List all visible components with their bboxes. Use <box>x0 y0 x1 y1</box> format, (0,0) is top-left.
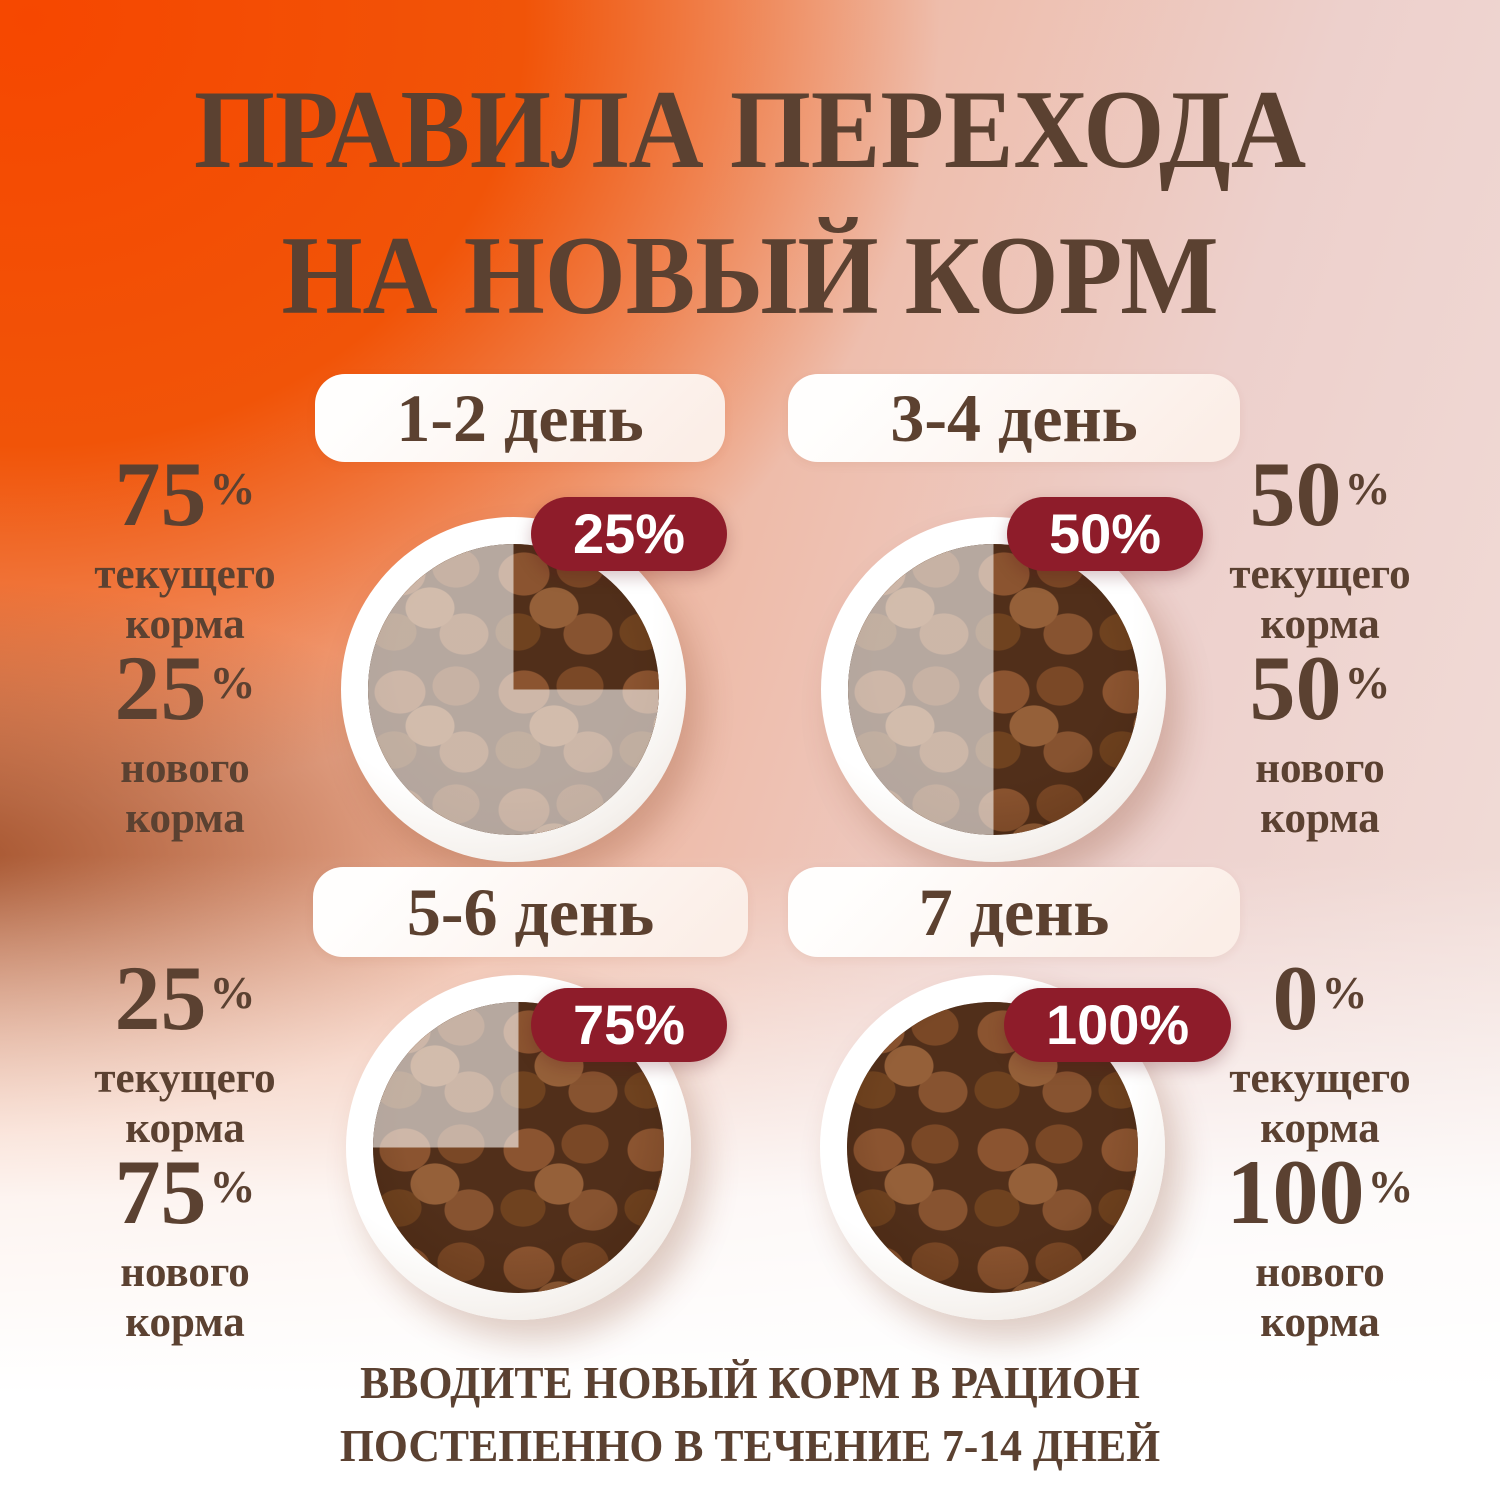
current-food-stat-3-4: 50% текущего корма <box>1180 448 1460 650</box>
new-food-badge-1-2: 25% <box>531 497 728 571</box>
page-title: ПРАВИЛА ПЕРЕХОДА НА НОВЫЙ КОРМ <box>53 58 1448 349</box>
percent-sign: % <box>1344 463 1391 515</box>
new-food-stat-3-4: 50% нового корма <box>1180 642 1460 844</box>
day-label-7: 7 день <box>788 867 1240 957</box>
day-label-1-2: 1-2 день <box>315 374 725 462</box>
current-food-stat-5-6: 25% текущего корма <box>45 952 325 1154</box>
day-label-5-6: 5-6 день <box>313 867 748 957</box>
new-food-percent: 100% <box>1180 1146 1460 1238</box>
day-label-3-4: 3-4 день <box>788 374 1240 462</box>
caption-line2: корма <box>125 1298 245 1346</box>
day-label-7-text: 7 день <box>918 873 1110 950</box>
new-food-percent: 25% <box>45 642 325 734</box>
caption-line1: нового <box>120 1249 250 1296</box>
caption-line2: корма <box>125 794 245 842</box>
day-label-5-6-text: 5-6 день <box>406 873 655 950</box>
caption-line2: корма <box>125 600 245 648</box>
caption-line2: корма <box>1260 600 1380 648</box>
caption-line1: нового <box>1255 1249 1385 1296</box>
percent-sign: % <box>1321 967 1368 1019</box>
caption-line1: текущего <box>94 551 276 598</box>
percent-value: 50 <box>1249 443 1342 545</box>
caption-line2: корма <box>1260 1298 1380 1346</box>
new-food-caption: нового корма <box>45 1248 325 1348</box>
page-title-line1: ПРАВИЛА ПЕРЕХОДА <box>193 68 1307 192</box>
percent-sign: % <box>1344 657 1391 709</box>
current-food-stat-7: 0% текущего корма <box>1180 952 1460 1154</box>
bowl-day-1-2-food <box>368 544 659 835</box>
percent-value: 25 <box>114 637 207 739</box>
percent-value: 25 <box>114 947 207 1049</box>
percent-sign: % <box>209 967 256 1019</box>
caption-line1: текущего <box>94 1055 276 1102</box>
current-food-caption: текущего корма <box>45 550 325 650</box>
current-food-caption: текущего корма <box>45 1054 325 1154</box>
new-food-stat-7: 100% нового корма <box>1180 1146 1460 1348</box>
percent-value: 0 <box>1272 947 1319 1049</box>
new-food-caption: нового корма <box>45 744 325 844</box>
percent-value: 75 <box>114 1141 207 1243</box>
caption-line1: текущего <box>1229 1055 1411 1102</box>
bowl-day-3-4-food <box>848 544 1139 835</box>
caption-line1: нового <box>1255 745 1385 792</box>
bowl-day-1-2 <box>341 517 686 862</box>
new-food-badge-3-4: 50% <box>1007 497 1204 571</box>
percent-value: 100 <box>1226 1141 1365 1243</box>
new-food-stat-5-6: 75% нового корма <box>45 1146 325 1348</box>
bowl-day-3-4 <box>821 517 1166 862</box>
new-food-caption: нового корма <box>1180 744 1460 844</box>
caption-line1: нового <box>120 745 250 792</box>
current-food-caption: текущего корма <box>1180 1054 1460 1154</box>
new-food-percent: 75% <box>45 1146 325 1238</box>
current-food-stat-1-2: 75% текущего корма <box>45 448 325 650</box>
percent-sign: % <box>209 463 256 515</box>
percent-value: 75 <box>114 443 207 545</box>
current-food-percent: 50% <box>1180 448 1460 540</box>
percent-sign: % <box>209 1161 256 1213</box>
caption-line2: корма <box>1260 1104 1380 1152</box>
new-food-stat-1-2: 25% нового корма <box>45 642 325 844</box>
current-food-percent: 75% <box>45 448 325 540</box>
footer-note-line2: ПОСТЕПЕННО В ТЕЧЕНИЕ 7-14 ДНЕЙ <box>339 1419 1161 1471</box>
new-food-percent: 50% <box>1180 642 1460 734</box>
current-food-caption: текущего корма <box>1180 550 1460 650</box>
caption-line2: корма <box>125 1104 245 1152</box>
current-food-fade-overlay <box>848 544 1139 835</box>
caption-line2: корма <box>1260 794 1380 842</box>
current-food-percent: 25% <box>45 952 325 1044</box>
new-food-badge-5-6: 75% <box>531 988 728 1062</box>
new-food-badge-7: 100% <box>1004 988 1232 1062</box>
percent-sign: % <box>209 657 256 709</box>
caption-line1: текущего <box>1229 551 1411 598</box>
page-title-line2: НА НОВЫЙ КОРМ <box>281 213 1219 338</box>
percent-sign: % <box>1367 1161 1414 1213</box>
footer-note-line1: ВВОДИТЕ НОВЫЙ КОРМ В РАЦИОН <box>360 1357 1140 1408</box>
new-food-caption: нового корма <box>1180 1248 1460 1348</box>
current-food-fade-overlay <box>368 544 659 835</box>
day-label-1-2-text: 1-2 день <box>396 379 644 456</box>
day-label-3-4-text: 3-4 день <box>890 379 1138 456</box>
footer-note: ВВОДИТЕ НОВЫЙ КОРМ В РАЦИОН ПОСТЕПЕННО В… <box>38 1352 1463 1477</box>
current-food-percent: 0% <box>1180 952 1460 1044</box>
percent-value: 50 <box>1249 637 1342 739</box>
